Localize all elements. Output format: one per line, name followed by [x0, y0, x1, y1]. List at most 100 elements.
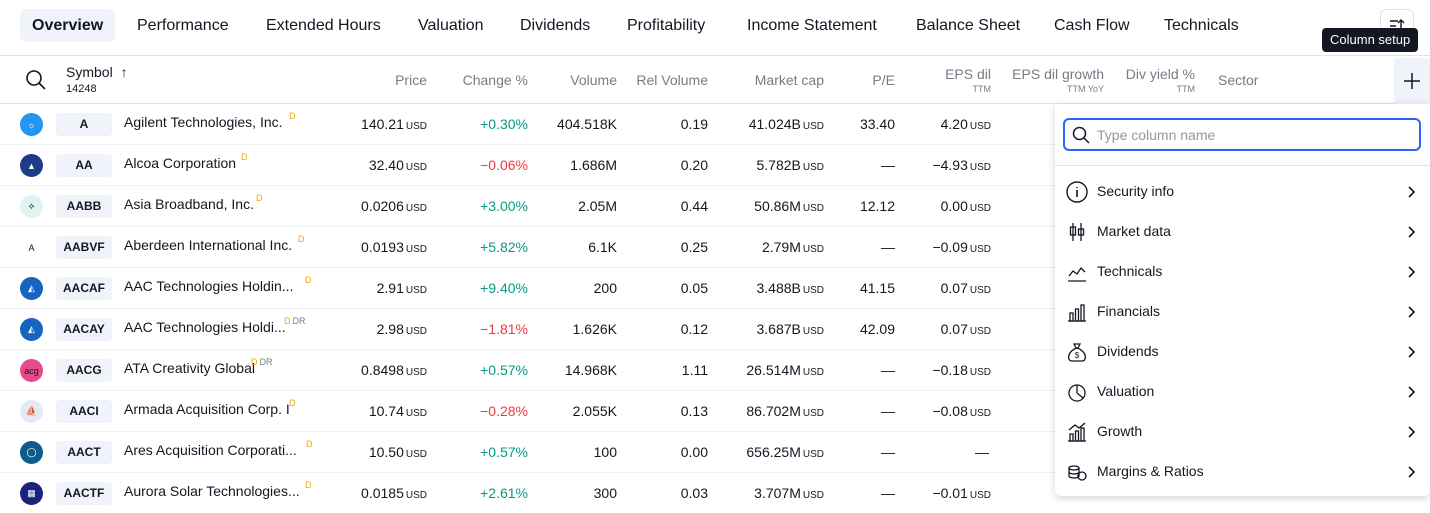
- tab-valuation[interactable]: Valuation: [418, 17, 484, 34]
- price-cell: 10.74 USD: [368, 403, 427, 419]
- panel-item-market-data[interactable]: Market data: [1055, 212, 1430, 252]
- row-flags: D: [305, 275, 314, 285]
- row-flags: D: [298, 234, 307, 244]
- sector-column-header[interactable]: Sector: [1218, 56, 1278, 104]
- row-flags: D: [241, 152, 250, 162]
- price-cell: 140.21 USD: [361, 116, 427, 132]
- panel-item-dividends[interactable]: $ Dividends: [1055, 332, 1430, 372]
- volume-column-header[interactable]: Volume: [540, 56, 617, 104]
- company-name[interactable]: Agilent Technologies, Inc.: [124, 114, 283, 130]
- pe-cell: —: [881, 362, 895, 378]
- ticker-badge[interactable]: A: [56, 113, 112, 136]
- company-name[interactable]: Aberdeen International Inc.: [124, 237, 293, 253]
- tab-extended-hours[interactable]: Extended Hours: [266, 17, 381, 34]
- volume-cell: 404.518K: [557, 116, 617, 132]
- ticker-badge[interactable]: AACAY: [56, 318, 112, 341]
- growth-icon: [1068, 422, 1086, 442]
- tab-overview[interactable]: Overview: [20, 9, 116, 42]
- column-search-input[interactable]: [1097, 124, 1407, 146]
- panel-item-margins-ratios[interactable]: Margins & Ratios: [1055, 452, 1430, 492]
- rel-volume-cell: 0.00: [680, 444, 708, 460]
- volume-cell: 6.1K: [588, 239, 617, 255]
- ticker-badge[interactable]: AA: [56, 154, 112, 177]
- market-cap-header-label: Market cap: [754, 72, 824, 88]
- ticker-badge[interactable]: AACTF: [56, 482, 112, 505]
- tab-profitability[interactable]: Profitability: [627, 17, 706, 34]
- div-yield-header-label: Div yield %: [1125, 66, 1195, 82]
- sector-header-label: Sector: [1218, 72, 1259, 88]
- panel-item-growth[interactable]: Growth: [1055, 412, 1430, 452]
- panel-item-label: Market data: [1097, 223, 1171, 239]
- panel-item-valuation[interactable]: Valuation: [1055, 372, 1430, 412]
- price-column-header[interactable]: Price: [360, 56, 427, 104]
- candlestick-icon: [1069, 223, 1085, 241]
- ticker-badge[interactable]: AACT: [56, 441, 112, 464]
- volume-cell: 1.626K: [572, 321, 617, 337]
- div-yield-column-header[interactable]: Div yield % TTM: [1110, 56, 1195, 104]
- market-cap-column-header[interactable]: Market cap: [720, 56, 824, 104]
- eps-cell: −0.01 USD: [932, 485, 991, 501]
- delayed-flag: D: [251, 357, 258, 367]
- table-row[interactable]: ☼ A Agilent Technologies, Inc. D 140.21 USD +0…: [0, 104, 1430, 145]
- eps-growth-column-header[interactable]: EPS dil growth TTM YoY: [1000, 56, 1104, 104]
- tab-cash-flow[interactable]: Cash Flow: [1054, 17, 1130, 34]
- eps-header-sub: TTM: [972, 84, 992, 94]
- ticker-badge[interactable]: AACAF: [56, 277, 112, 300]
- tab-performance[interactable]: Performance: [137, 17, 229, 34]
- ticker-badge[interactable]: AACG: [56, 359, 112, 382]
- delayed-flag: D: [241, 152, 248, 162]
- column-search-box[interactable]: [1063, 118, 1421, 151]
- panel-item-label: Growth: [1097, 423, 1143, 439]
- bar-chart-icon: [1068, 304, 1086, 322]
- tab-balance-sheet[interactable]: Balance Sheet: [916, 17, 1021, 34]
- company-name[interactable]: Asia Broadband, Inc.: [124, 196, 254, 212]
- search-icon[interactable]: [24, 68, 48, 92]
- market-cap-cell: 3.687B USD: [756, 321, 825, 337]
- company-name[interactable]: Alcoa Corporation: [124, 155, 237, 171]
- tab-income-statement[interactable]: Income Statement: [747, 17, 877, 34]
- rel-volume-column-header[interactable]: Rel Volume: [625, 56, 708, 104]
- symbol-column-header[interactable]: Symbol ↑ 14248: [66, 64, 128, 95]
- tab-technicals[interactable]: Technicals: [1164, 17, 1239, 34]
- chevron-right-icon: [1408, 226, 1416, 238]
- chevron-right-icon: [1408, 266, 1416, 278]
- table-row[interactable]: ▦ AACTF Aurora Solar Technologies... D 0.018…: [0, 473, 1430, 513]
- panel-item-technicals[interactable]: Technicals: [1055, 252, 1430, 292]
- company-name[interactable]: Aurora Solar Technologies...: [124, 483, 300, 499]
- table-row[interactable]: acg AACG ATA Creativity Global D DR 0.8498 USD…: [0, 350, 1430, 391]
- dr-flag: DR: [259, 357, 273, 367]
- column-setup-panel: Security info Market data Technicals Financ…: [1055, 104, 1430, 496]
- panel-item-security-info[interactable]: Security info: [1055, 172, 1430, 212]
- panel-item-label: Financials: [1097, 303, 1161, 319]
- company-name[interactable]: ATA Creativity Global: [124, 360, 255, 376]
- table-row[interactable]: ▲ AA Alcoa Corporation D 32.40 USD −0.06% 1.686…: [0, 145, 1430, 186]
- change-cell: −1.81%: [480, 321, 528, 337]
- table-row[interactable]: A AABVF Aberdeen International Inc. D 0.0193…: [0, 227, 1430, 268]
- panel-item-financials[interactable]: Financials: [1055, 292, 1430, 332]
- eps-cell: −0.08 USD: [932, 403, 991, 419]
- company-name[interactable]: Ares Acquisition Corporati...: [124, 442, 297, 458]
- company-name[interactable]: AAC Technologies Holdi...: [124, 319, 286, 335]
- ticker-badge[interactable]: AACI: [56, 400, 112, 423]
- table-row[interactable]: ⟡ AABB Asia Broadband, Inc. D 0.0206 USD +3.00…: [0, 186, 1430, 227]
- ticker-badge[interactable]: AABVF: [56, 236, 112, 259]
- eps-header-label: EPS dil: [945, 66, 991, 82]
- price-header-label: Price: [395, 72, 427, 88]
- row-flags: D: [306, 439, 315, 449]
- change-column-header[interactable]: Change %: [440, 56, 528, 104]
- ticker-badge[interactable]: AABB: [56, 195, 112, 218]
- company-name[interactable]: Armada Acquisition Corp. I: [124, 401, 290, 417]
- pe-cell: 41.15: [859, 280, 895, 296]
- company-name[interactable]: AAC Technologies Holdin...: [124, 278, 294, 294]
- pe-column-header[interactable]: P/E: [840, 56, 895, 104]
- chevron-right-icon: [1408, 346, 1416, 358]
- add-column-button[interactable]: [1394, 58, 1430, 104]
- table-row[interactable]: ◭ AACAY AAC Technologies Holdi... D DR 2.98 US…: [0, 309, 1430, 350]
- table-row[interactable]: ⛵ AACI Armada Acquisition Corp. I D 10.74 USD…: [0, 391, 1430, 432]
- row-flags: D DR: [251, 357, 273, 367]
- table-row[interactable]: ◯ AACT Ares Acquisition Corporati... D 10.50…: [0, 432, 1430, 473]
- market-cap-cell: 3.707M USD: [754, 485, 824, 501]
- table-row[interactable]: ◭ AACAF AAC Technologies Holdin... D 2.91 USD…: [0, 268, 1430, 309]
- tab-dividends[interactable]: Dividends: [520, 17, 591, 34]
- eps-column-header[interactable]: EPS dil TTM: [910, 56, 991, 104]
